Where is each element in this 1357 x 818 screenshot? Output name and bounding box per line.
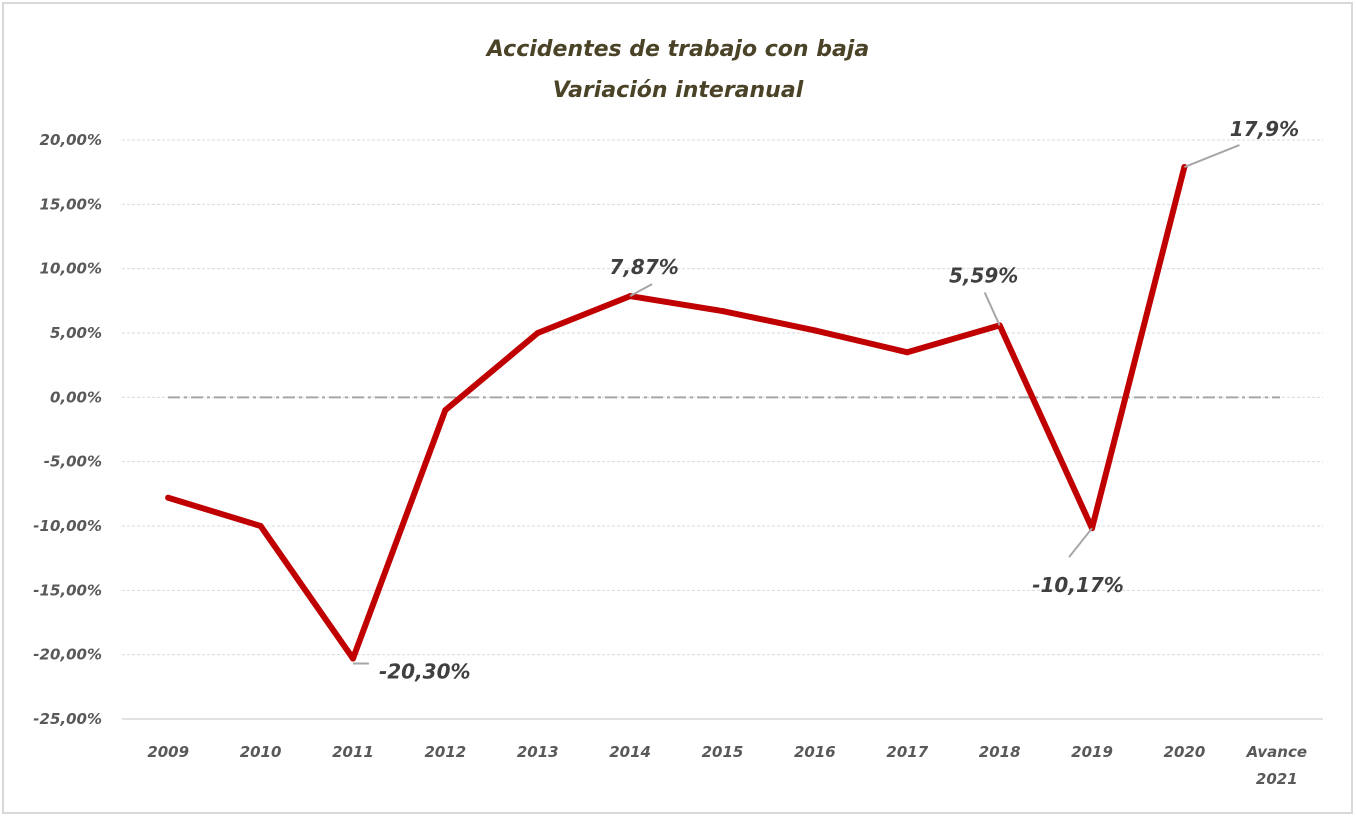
data-point — [534, 330, 541, 336]
data-labels: -20,30% 7,87% 5,59% -10,17% 17,9% — [352, 117, 1299, 684]
x-tick-label: 2009 — [147, 743, 189, 761]
grid-lines — [122, 139, 1323, 720]
x-axis: 2009 2010 2011 2012 2013 2014 2015 2016 2017 2018… — [147, 743, 1307, 788]
series-layer — [165, 164, 1188, 662]
y-tick-label: -15,00% — [33, 581, 102, 599]
data-label: -20,30% — [379, 660, 471, 684]
data-point — [349, 655, 356, 662]
y-tick-label: 20,00% — [40, 131, 102, 149]
data-label: 17,9% — [1230, 117, 1299, 141]
x-tick-label: 2014 — [609, 743, 651, 761]
x-tick-label: 2016 — [794, 743, 836, 761]
data-point — [257, 523, 264, 529]
y-axis: 20,00% 15,00% 10,00% 5,00% 0,00% -5,00% -10,00… — [33, 131, 102, 728]
data-point — [165, 494, 172, 501]
data-point — [442, 407, 449, 414]
y-tick-label: 0,00% — [50, 388, 102, 406]
x-tick-label: 2019 — [1071, 743, 1113, 761]
chart-title: Accidentes de trabajo con baja — [485, 37, 869, 62]
data-label: -10,17% — [1032, 573, 1124, 597]
x-tick-label: 2012 — [424, 743, 466, 761]
y-tick-label: 5,00% — [50, 324, 102, 342]
chart-subtitle: Variación interanual — [553, 78, 804, 103]
leader-line — [1184, 144, 1240, 168]
data-label: 5,59% — [949, 263, 1018, 287]
leader-line — [983, 291, 1001, 326]
data-point — [719, 308, 726, 315]
x-tick-label: 2018 — [979, 743, 1021, 761]
x-tick-label: 2020 — [1164, 743, 1206, 761]
data-label: 7,87% — [609, 255, 678, 279]
x-tick-label: Avance 2021 — [1246, 743, 1307, 788]
y-tick-label: -5,00% — [44, 453, 102, 471]
leader-line — [629, 283, 653, 297]
x-tick-label: 2017 — [886, 743, 928, 761]
x-tick-label: 2011 — [332, 743, 374, 761]
x-tick-label: 2010 — [240, 743, 282, 761]
y-tick-label: 10,00% — [40, 260, 102, 278]
data-point — [811, 327, 818, 334]
y-tick-label: -25,00% — [33, 710, 102, 728]
data-point — [904, 349, 911, 356]
y-tick-label: 15,00% — [40, 195, 102, 213]
leader-line — [1068, 527, 1093, 558]
x-tick-label: 2013 — [517, 743, 559, 761]
series-line — [165, 164, 1188, 662]
y-tick-label: -10,00% — [33, 517, 102, 535]
y-tick-label: -20,00% — [33, 646, 102, 664]
x-tick-label: 2015 — [702, 743, 744, 761]
